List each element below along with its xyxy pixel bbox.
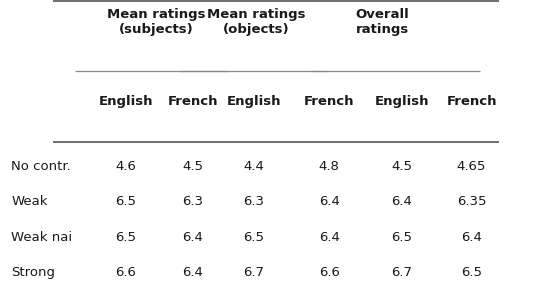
Text: Weak nai: Weak nai [11,231,73,244]
Text: French: French [304,95,354,108]
Text: 6.3: 6.3 [243,195,264,208]
Text: English: English [227,95,281,108]
Text: 6.5: 6.5 [243,231,264,244]
Text: 6.4: 6.4 [182,231,203,244]
Text: 6.35: 6.35 [457,195,486,208]
Text: 6.5: 6.5 [461,266,482,279]
Text: 6.4: 6.4 [391,195,412,208]
Text: 6.6: 6.6 [115,266,136,279]
Text: English: English [98,95,153,108]
Text: 4.8: 4.8 [319,160,340,173]
Text: 4.5: 4.5 [182,160,203,173]
Text: 6.4: 6.4 [182,266,203,279]
Text: Strong: Strong [11,266,55,279]
Text: 6.5: 6.5 [115,195,136,208]
Text: No contr.: No contr. [11,160,71,173]
Text: 6.4: 6.4 [319,231,340,244]
Text: Mean ratings
(subjects): Mean ratings (subjects) [107,8,205,37]
Text: Overall
ratings: Overall ratings [355,8,409,37]
Text: English: English [374,95,429,108]
Text: 4.4: 4.4 [243,160,264,173]
Text: 6.3: 6.3 [182,195,203,208]
Text: 6.4: 6.4 [319,195,340,208]
Text: Weak: Weak [11,195,47,208]
Text: 6.5: 6.5 [115,231,136,244]
Text: 6.6: 6.6 [319,266,340,279]
Text: Mean ratings
(objects): Mean ratings (objects) [208,8,306,37]
Text: 6.4: 6.4 [461,231,482,244]
Text: French: French [167,95,218,108]
Text: 4.5: 4.5 [391,160,412,173]
Text: French: French [446,95,497,108]
Text: 4.6: 4.6 [115,160,136,173]
Text: 6.7: 6.7 [391,266,412,279]
Text: 6.7: 6.7 [243,266,264,279]
Text: 4.65: 4.65 [457,160,486,173]
Text: 6.5: 6.5 [391,231,412,244]
